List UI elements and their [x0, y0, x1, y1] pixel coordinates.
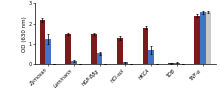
Bar	[174, 63, 180, 64]
Bar	[91, 34, 97, 64]
Bar	[40, 20, 45, 64]
Bar	[97, 53, 103, 64]
Bar	[123, 62, 128, 64]
Bar	[169, 63, 174, 64]
Y-axis label: OD (630 nm): OD (630 nm)	[22, 16, 27, 52]
Bar	[71, 61, 77, 64]
Bar	[205, 12, 211, 64]
Bar	[194, 16, 200, 64]
Bar	[143, 28, 148, 64]
Bar	[65, 34, 71, 64]
Bar	[200, 13, 205, 64]
Bar	[45, 39, 51, 64]
Bar	[148, 50, 154, 64]
Bar	[117, 38, 123, 64]
